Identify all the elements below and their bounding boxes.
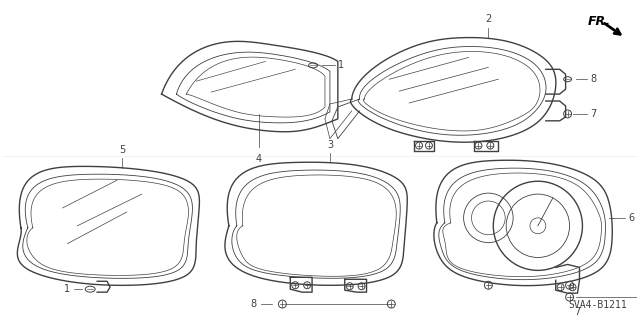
Text: 6: 6 bbox=[628, 213, 634, 223]
Text: 8: 8 bbox=[590, 74, 596, 84]
Text: 1: 1 bbox=[64, 284, 70, 294]
Text: 2: 2 bbox=[485, 14, 492, 24]
Text: 3: 3 bbox=[327, 139, 333, 150]
Text: 4: 4 bbox=[255, 153, 262, 164]
Text: 5: 5 bbox=[119, 145, 125, 155]
Text: 7: 7 bbox=[590, 109, 596, 119]
Text: 7: 7 bbox=[574, 307, 580, 317]
Text: SVA4-B1211: SVA4-B1211 bbox=[568, 300, 627, 310]
Text: 1: 1 bbox=[338, 60, 344, 70]
Text: FR.: FR. bbox=[588, 15, 611, 28]
Text: 8: 8 bbox=[250, 299, 257, 309]
